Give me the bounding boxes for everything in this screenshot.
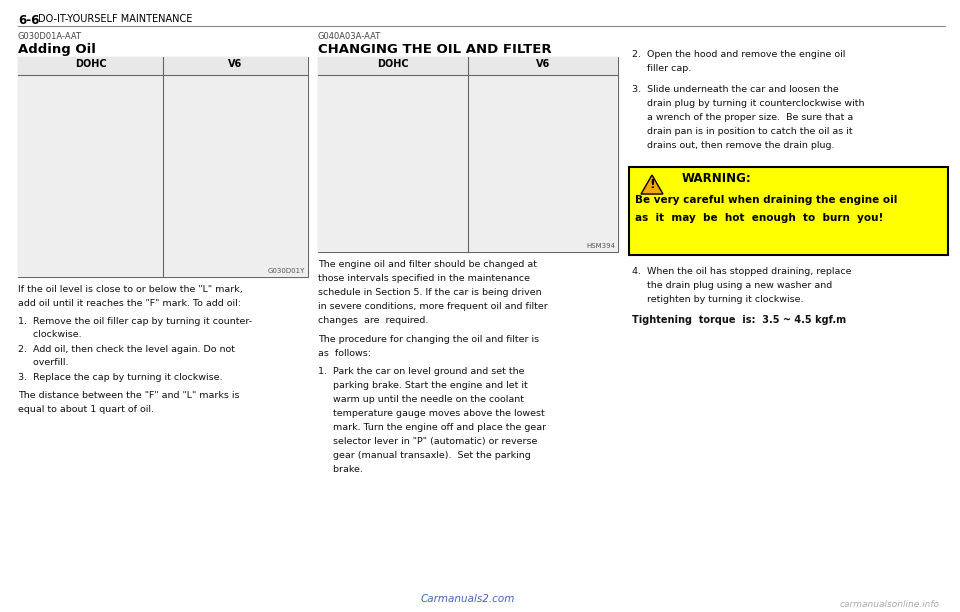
Text: those intervals specified in the maintenance: those intervals specified in the mainten… [318,274,530,283]
Text: DOHC: DOHC [75,59,107,69]
Text: 3.  Slide underneath the car and loosen the: 3. Slide underneath the car and loosen t… [632,85,839,94]
Bar [18,75,163,277]
Text: Tightening  torque  is:  3.5 ~ 4.5 kgf.m: Tightening torque is: 3.5 ~ 4.5 kgf.m [632,315,846,325]
Text: The engine oil and filter should be changed at: The engine oil and filter should be chan… [318,260,537,269]
Text: drains out, then remove the drain plug.: drains out, then remove the drain plug. [632,141,834,150]
Bar [318,75,468,252]
Text: as  it  may  be  hot  enough  to  burn  you!: as it may be hot enough to burn you! [635,213,883,223]
Text: retighten by turning it clockwise.: retighten by turning it clockwise. [632,295,804,304]
Text: drain plug by turning it counterclockwise with: drain plug by turning it counterclockwis… [632,99,865,108]
Text: DOHC: DOHC [377,59,409,69]
Text: G040A03A-AAT: G040A03A-AAT [318,32,381,41]
Text: brake.: brake. [318,465,363,474]
Text: Adding Oil: Adding Oil [18,43,96,56]
Text: warm up until the needle on the coolant: warm up until the needle on the coolant [318,395,524,404]
Text: a wrench of the proper size.  Be sure that a: a wrench of the proper size. Be sure tha… [632,113,853,122]
Text: 1.  Park the car on level ground and set the: 1. Park the car on level ground and set … [318,367,524,376]
Polygon shape [641,175,663,194]
Text: DO-IT-YOURSELF MAINTENANCE: DO-IT-YOURSELF MAINTENANCE [38,14,192,24]
Text: filler cap.: filler cap. [632,64,691,73]
Text: V6: V6 [228,59,243,69]
Bar [468,75,618,252]
Text: 4.  When the oil has stopped draining, replace: 4. When the oil has stopped draining, re… [632,267,852,276]
Text: changes  are  required.: changes are required. [318,316,428,325]
Text: temperature gauge moves above the lowest: temperature gauge moves above the lowest [318,409,544,418]
Text: WARNING:: WARNING: [682,172,752,185]
Text: V6: V6 [536,59,550,69]
Text: G030D01Y: G030D01Y [268,268,305,274]
Text: equal to about 1 quart of oil.: equal to about 1 quart of oil. [18,405,154,414]
Bar [18,57,308,75]
Text: parking brake. Start the engine and let it: parking brake. Start the engine and let … [318,381,528,390]
Text: the drain plug using a new washer and: the drain plug using a new washer and [632,281,832,290]
Text: in severe conditions, more frequent oil and filter: in severe conditions, more frequent oil … [318,302,548,311]
Text: If the oil level is close to or below the "L" mark,: If the oil level is close to or below th… [18,285,243,294]
Text: The procedure for changing the oil and filter is: The procedure for changing the oil and f… [318,335,540,344]
Text: !: ! [649,179,655,192]
Text: G030D01A-AAT: G030D01A-AAT [18,32,82,41]
Text: 6-6: 6-6 [18,14,39,27]
Text: selector lever in "P" (automatic) or reverse: selector lever in "P" (automatic) or rev… [318,437,538,446]
Text: The distance between the "F" and "L" marks is: The distance between the "F" and "L" mar… [18,391,239,400]
Text: overfill.: overfill. [18,358,68,367]
Text: CHANGING THE OIL AND FILTER: CHANGING THE OIL AND FILTER [318,43,552,56]
Text: HSM394: HSM394 [586,243,615,249]
Text: carmanualsonline.info: carmanualsonline.info [840,600,940,609]
Text: gear (manual transaxle).  Set the parking: gear (manual transaxle). Set the parking [318,451,531,460]
Text: mark. Turn the engine off and place the gear: mark. Turn the engine off and place the … [318,423,546,432]
Text: clockwise.: clockwise. [18,330,82,339]
Bar [318,57,618,75]
Bar [318,57,618,252]
Text: Carmanuals2.com: Carmanuals2.com [420,594,516,604]
Text: 1.  Remove the oil filler cap by turning it counter-: 1. Remove the oil filler cap by turning … [18,317,252,326]
Bar [629,167,948,255]
Text: add oil until it reaches the "F" mark. To add oil:: add oil until it reaches the "F" mark. T… [18,299,241,308]
Text: 2.  Add oil, then check the level again. Do not: 2. Add oil, then check the level again. … [18,345,235,354]
Text: schedule in Section 5. If the car is being driven: schedule in Section 5. If the car is bei… [318,288,541,297]
Text: drain pan is in position to catch the oil as it: drain pan is in position to catch the oi… [632,127,852,136]
Bar [18,57,308,277]
Text: Be very careful when draining the engine oil: Be very careful when draining the engine… [635,195,898,205]
Text: as  follows:: as follows: [318,349,371,358]
Bar [163,75,308,277]
Text: 2.  Open the hood and remove the engine oil: 2. Open the hood and remove the engine o… [632,50,846,59]
Text: 3.  Replace the cap by turning it clockwise.: 3. Replace the cap by turning it clockwi… [18,373,223,382]
